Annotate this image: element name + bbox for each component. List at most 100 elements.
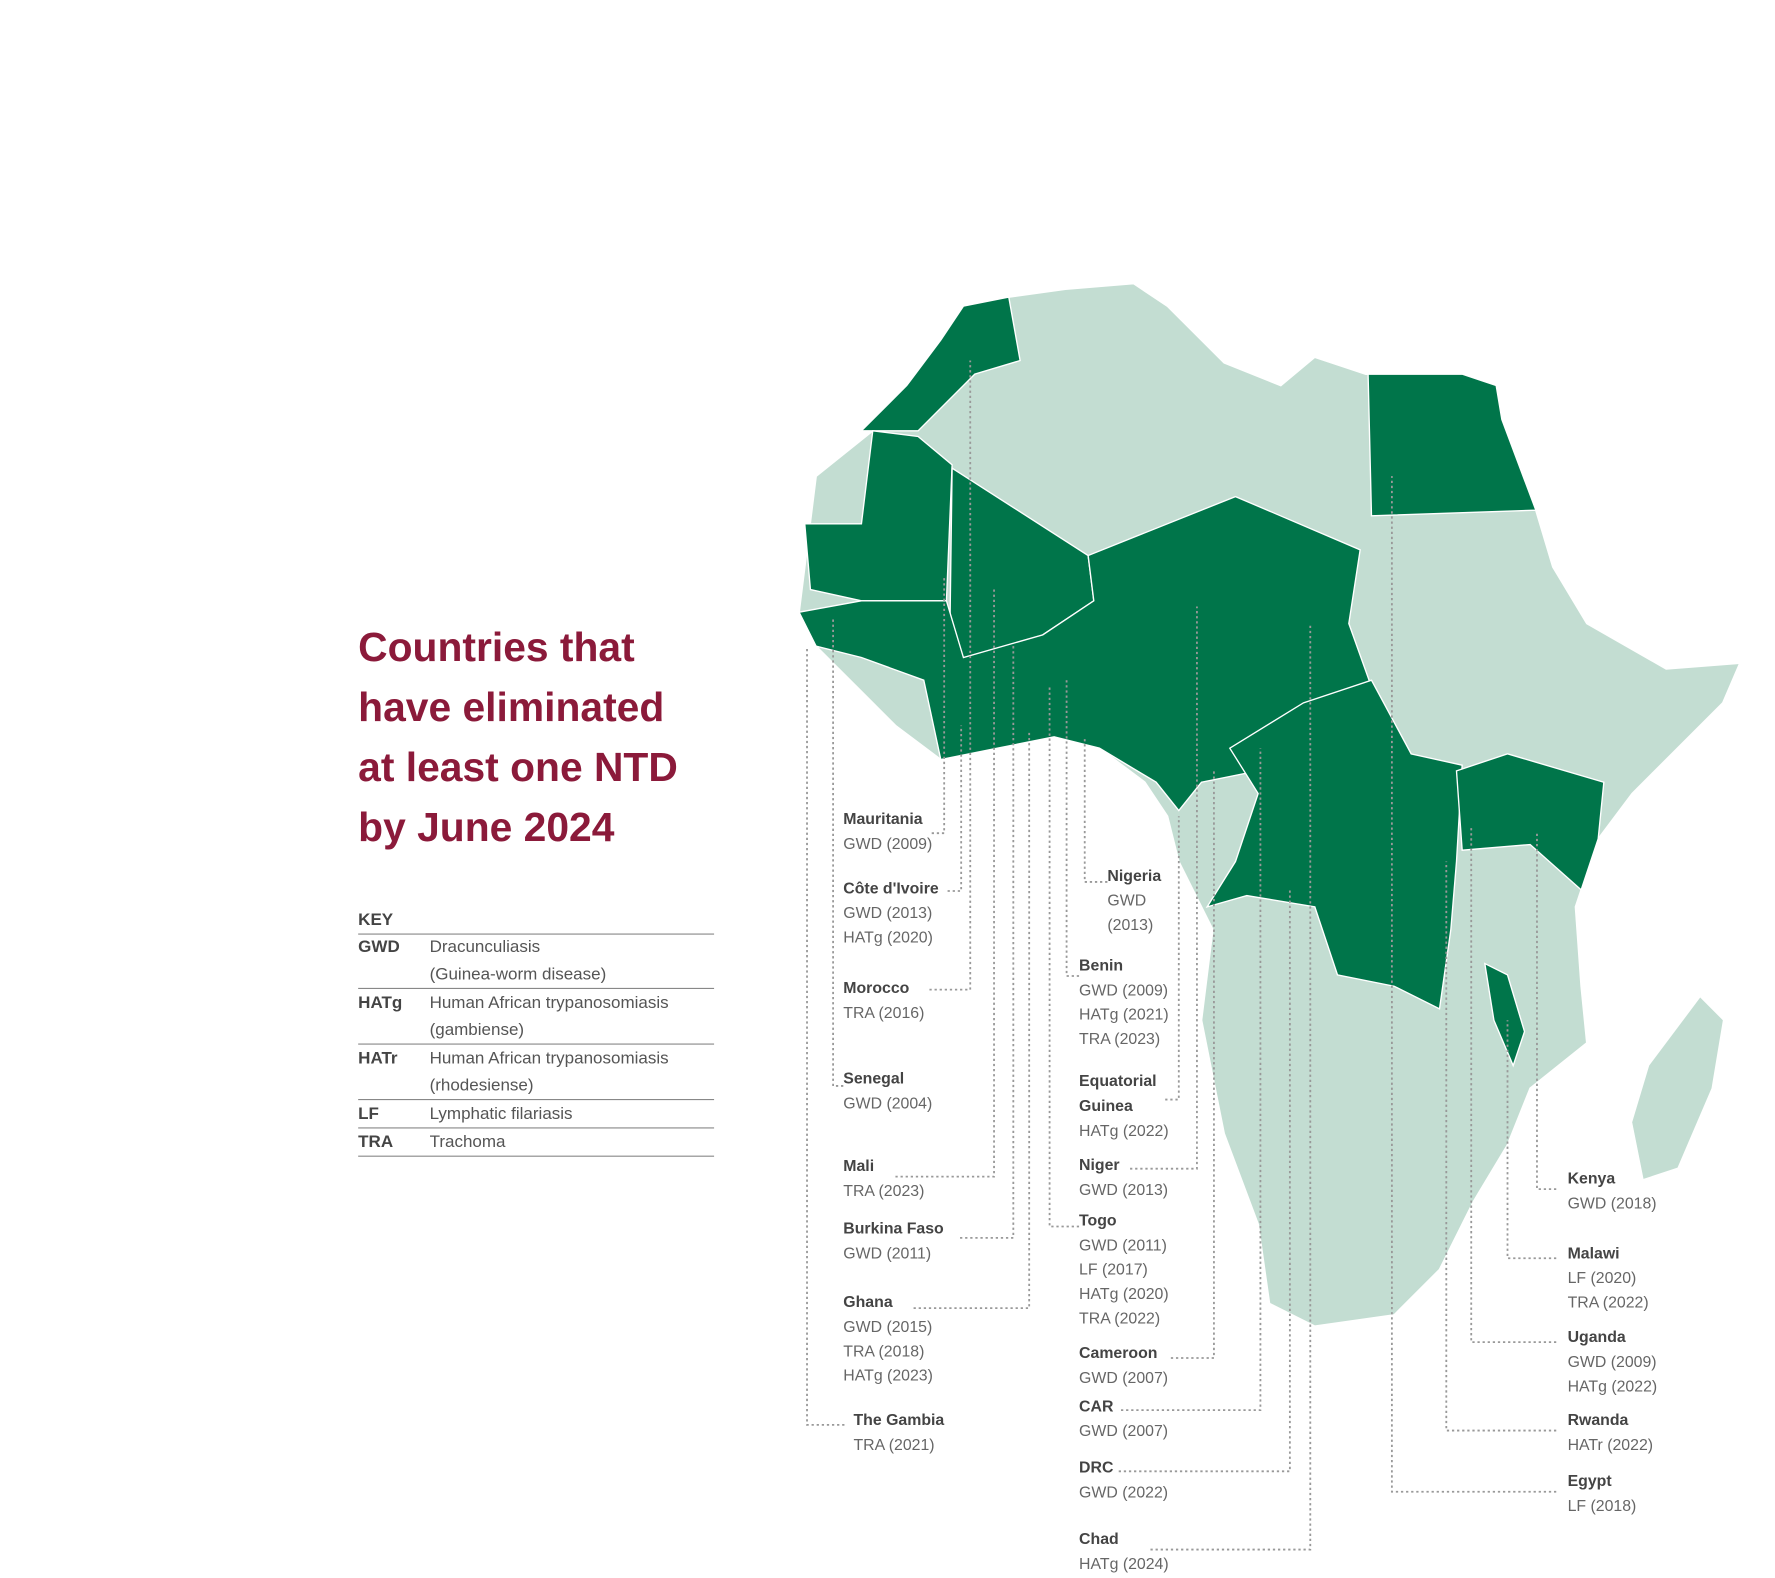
elimination-item: HATg (2020) [843,930,933,947]
elimination-item: GWD (2009) [1079,982,1168,999]
leader-line [931,575,946,835]
leader-line [1390,476,1557,1493]
elimination-item: GWD (2007) [1079,1370,1168,1387]
elimination-item: GWD (2011) [1079,1237,1167,1254]
leader-line [1083,736,1108,883]
country-name: Kenya [1568,1170,1616,1187]
madagascar [1632,997,1723,1179]
leader-line [1150,623,1312,1551]
leader-line [1120,748,1262,1412]
elimination-item: GWD (2004) [843,1096,932,1113]
elimination-item: LF (2020) [1568,1270,1637,1287]
key-code: HATr [358,1048,398,1067]
leader-line [1118,889,1291,1473]
country-name: Senegal [843,1071,904,1088]
leader-line [1170,770,1215,1359]
leader-line [960,646,1015,1239]
country-name: Uganda [1568,1329,1626,1346]
country-name: CAR [1079,1398,1114,1415]
country-name: Togo [1079,1212,1117,1229]
region-morocco [859,296,1021,432]
elimination-item: GWD (2015) [843,1319,932,1336]
country-name: Nigeria [1107,868,1161,885]
country-name: Mauritania [843,811,922,828]
elimination-item: HATg (2024) [1079,1556,1169,1573]
elimination-item: TRA (2022) [1568,1295,1649,1312]
key-description: (gambiense) [430,1020,525,1039]
key: KEY GWD Dracunculiasis (Guinea-worm disease… [358,910,715,1157]
title-line: Countries that [358,624,635,670]
key-code: LF [358,1104,379,1123]
key-description: (Guinea-worm disease) [430,964,607,983]
eliminated-countries [798,296,1605,1068]
country-name: Equatorial [1079,1073,1157,1090]
elimination-item: GWD (2013) [843,905,932,922]
leader-line [913,731,1031,1310]
elimination-item: HATg (2022) [1079,1123,1169,1140]
country-name: Benin [1079,957,1123,974]
country-name: The Gambia [853,1412,944,1429]
region-egypt [1367,373,1537,517]
leader-line [832,617,844,1087]
key-description: Human African trypanosomiasis [430,1048,669,1067]
leader-line [1130,606,1198,1170]
elimination-item: GWD (2011) [843,1245,931,1262]
elimination-item: HATr (2022) [1568,1437,1653,1454]
elimination-item: (2013) [1107,917,1153,934]
key-description: Dracunculiasis [430,937,541,956]
country-name: Mali [843,1158,874,1175]
elimination-item: HATg (2021) [1079,1007,1169,1024]
elimination-item: TRA (2018) [843,1343,924,1360]
key-description: Human African trypanosomiasis [430,993,669,1012]
elimination-item: HATg (2020) [1079,1286,1169,1303]
title-line: by June 2024 [358,804,615,850]
elimination-item: TRA (2023) [1079,1031,1160,1048]
country-name: Morocco [843,980,909,997]
country-name: Niger [1079,1157,1120,1174]
elimination-item: GWD (2009) [843,836,932,853]
leader-line [929,360,972,991]
region-malawi [1483,962,1526,1068]
country-name: Egypt [1568,1473,1613,1490]
key-description: Trachoma [430,1132,506,1151]
country-name: Guinea [1079,1098,1133,1115]
region-east-africa [1455,753,1605,892]
key-heading: KEY [358,910,394,929]
leader-line [806,646,845,1426]
key-code: TRA [358,1132,393,1151]
elimination-item: TRA (2021) [853,1437,934,1454]
elimination-item: HATg (2022) [1568,1378,1658,1395]
leader-line [947,725,963,892]
leader-line [895,589,995,1178]
key-code: HATg [358,993,402,1012]
elimination-item: GWD [1107,893,1146,910]
country-name: Côte d'Ivoire [843,880,939,897]
country-labels: Mauritania GWD (2009) Côte d'Ivoire GWD (20… [806,360,1658,1573]
country-name: Cameroon [1079,1345,1157,1362]
key-code: GWD [358,937,400,956]
country-name: Ghana [843,1294,893,1311]
elimination-item: TRA (2016) [843,1005,924,1022]
elimination-item: LF (2018) [1568,1498,1637,1515]
country-name: Burkina Faso [843,1220,944,1237]
leader-line [1536,830,1557,1191]
elimination-item: LF (2017) [1079,1262,1148,1279]
title: Countries that have eliminated at least on… [358,624,678,850]
elimination-item: GWD (2013) [1079,1182,1168,1199]
elimination-item: GWD (2022) [1079,1484,1168,1501]
title-line: at least one NTD [358,744,678,790]
country-name: DRC [1079,1459,1114,1476]
elimination-item: TRA (2022) [1079,1310,1160,1327]
leader-line [1445,861,1557,1432]
elimination-item: HATg (2023) [843,1368,933,1385]
elimination-item: GWD (2007) [1079,1423,1168,1440]
country-name: Chad [1079,1531,1119,1548]
leader-line [1048,685,1080,1228]
leader-line [1506,1020,1557,1260]
elimination-item: TRA (2023) [843,1183,924,1200]
key-description: Lymphatic filariasis [430,1104,573,1123]
map [798,282,1742,1328]
country-name: Rwanda [1568,1412,1629,1429]
leader-line [1165,816,1180,1101]
